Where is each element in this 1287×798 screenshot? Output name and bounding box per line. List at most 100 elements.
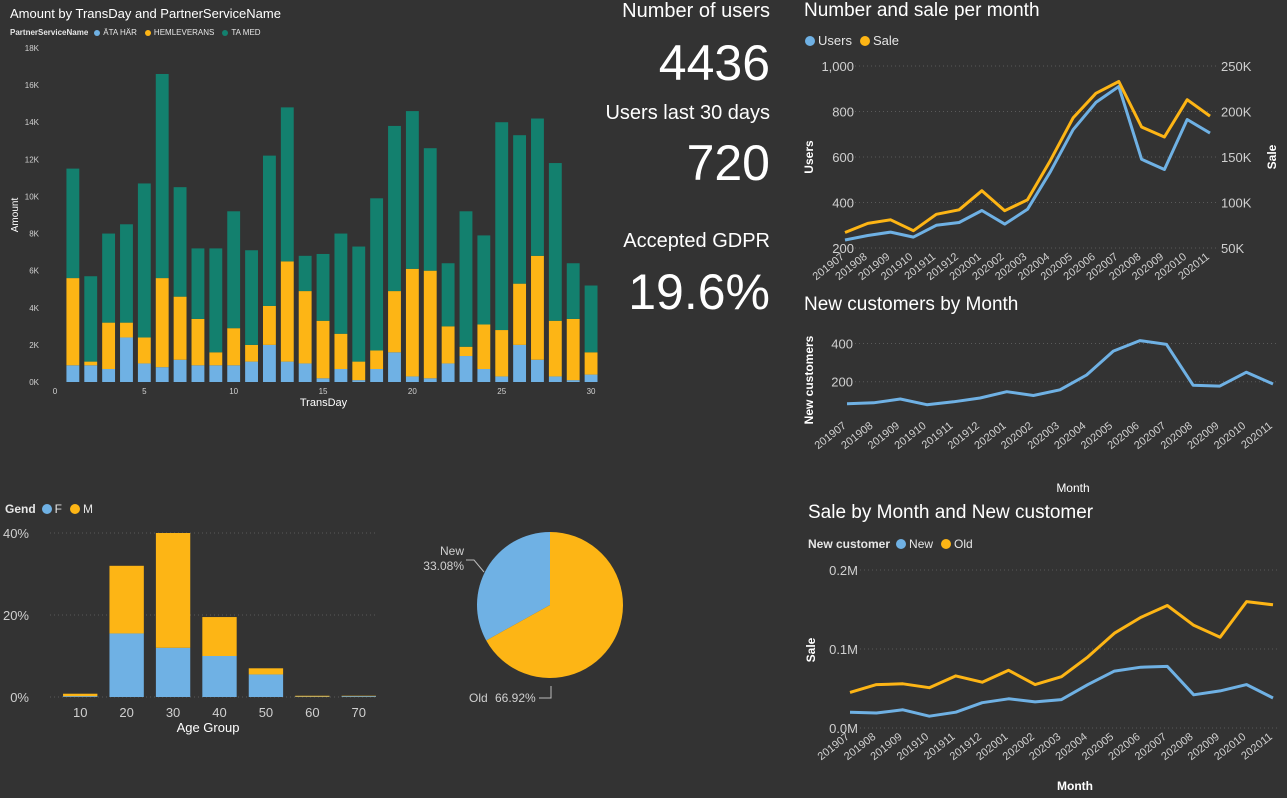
bar-segment <box>191 365 205 382</box>
pie-label-old-value: 66.92% <box>495 691 536 705</box>
legend-item-m[interactable]: M <box>70 502 93 516</box>
bar-segment <box>566 380 580 382</box>
bar-segment <box>370 198 384 351</box>
bar-segment <box>298 363 312 382</box>
y-tick-label: 200 <box>831 375 853 390</box>
bar-segment <box>370 369 384 382</box>
x-tick-label: 0 <box>53 387 58 396</box>
bar-segment <box>262 344 276 382</box>
legend-item-old[interactable]: Old <box>941 537 973 551</box>
legend-item-new[interactable]: New <box>896 537 933 551</box>
x-axis-label: Age Group <box>177 720 240 735</box>
y-tick-label: 20% <box>3 608 29 623</box>
y-tick-label: 800 <box>832 105 854 120</box>
x-tick-label: 10 <box>73 705 87 720</box>
y-tick-label: 0.0M <box>829 721 858 736</box>
legend-label: Old <box>954 537 973 551</box>
bar-segment <box>370 350 384 370</box>
legend-item-hemleverans[interactable]: HEMLEVERANS <box>144 28 215 37</box>
legend-label: Sale <box>872 33 899 48</box>
bar-segment <box>316 378 330 382</box>
bar-segment <box>280 261 294 362</box>
number-and-sale-legend: Users Sale <box>805 33 907 48</box>
bar-segment <box>66 278 80 366</box>
y2-axis-label: Sale <box>1265 144 1279 169</box>
bar-segment <box>102 322 116 370</box>
bar-segment <box>423 378 437 382</box>
bar-segment <box>173 359 187 382</box>
gender-legend: Gend F M <box>5 502 101 516</box>
line-old <box>849 600 1274 694</box>
x-axis-label: Month <box>1056 481 1089 495</box>
y-tick-label: 0.1M <box>829 642 858 657</box>
y-tick-label: 12K <box>25 155 40 164</box>
bar-segment <box>405 268 419 377</box>
y-tick-label: 4K <box>29 304 39 313</box>
legend-label: HEMLEVERANS <box>153 28 215 37</box>
bar-segment <box>459 346 473 357</box>
legend-dot <box>896 539 907 549</box>
bar-segment <box>227 365 241 382</box>
bar-segment <box>209 365 223 382</box>
bar-segment <box>102 369 116 382</box>
y-tick-label: 14K <box>25 118 40 127</box>
bar-segment <box>262 155 276 306</box>
bar-segment <box>513 135 527 284</box>
bar-segment <box>423 270 437 379</box>
number-and-sale-chart: 2004006008001,00050K100K150K200K250K2019… <box>802 59 1279 283</box>
line-sale <box>844 80 1211 234</box>
bar-segment <box>298 255 312 292</box>
legend-item-ata-har[interactable]: ÄTA HÄR <box>94 28 137 37</box>
bar-segment <box>120 224 133 323</box>
users-value: 4436 <box>658 35 770 91</box>
bar-segment <box>191 318 205 366</box>
legend-label: New <box>909 537 934 551</box>
legend-label: TA MED <box>231 28 261 37</box>
line-new <box>849 664 1274 718</box>
bar-segment <box>334 233 348 334</box>
y-tick-label: 600 <box>832 150 854 165</box>
sale-new-customer-panel: Sale by Month and New customer New custo… <box>795 500 1287 798</box>
bar-segment <box>137 363 151 382</box>
bar-segment <box>84 276 98 362</box>
line-users <box>844 85 1211 242</box>
x-tick-label: 5 <box>142 387 147 396</box>
bar-segment <box>227 211 241 329</box>
legend-item-ta-med[interactable]: TA MED <box>222 28 261 37</box>
bar-segment <box>388 291 401 353</box>
bar-segment <box>109 633 144 697</box>
bar-segment <box>248 668 284 675</box>
users-label: Number of users <box>622 0 770 22</box>
bar-segment <box>109 565 144 634</box>
legend-item-sale[interactable]: Sale <box>859 33 899 48</box>
legend-dot <box>70 504 81 514</box>
bar-segment <box>202 617 237 656</box>
kpi-panel: Number of users 4436 Users last 30 days … <box>600 0 770 330</box>
bar-segment <box>352 246 366 362</box>
y-tick-label: 0.2M <box>829 563 858 578</box>
y-axis-label: Sale <box>804 637 818 662</box>
y2-tick-label: 150K <box>1221 150 1252 165</box>
bar-segment <box>548 376 562 382</box>
bar-segment <box>280 361 294 382</box>
pie-label-new-name: New <box>440 544 464 558</box>
y-tick-label: 16K <box>25 81 40 90</box>
x-tick-label: 30 <box>166 705 180 720</box>
users-30-value: 720 <box>686 135 770 191</box>
x-axis-label: TransDay <box>300 397 348 409</box>
x-tick-label: 30 <box>587 387 596 396</box>
x-tick-label: 20 <box>408 387 417 396</box>
y-tick-label: 400 <box>832 196 854 211</box>
x-axis-label: Month <box>1057 779 1093 793</box>
bar-segment <box>248 674 284 697</box>
x-tick-label: 70 <box>352 705 366 720</box>
y-tick-label: 2K <box>29 341 39 350</box>
leader-line-old <box>539 686 552 699</box>
bar-segment <box>531 118 544 256</box>
bar-segment <box>548 163 562 321</box>
legend-item-f[interactable]: F <box>41 502 62 516</box>
pie-label-new-value: 33.08% <box>423 559 464 573</box>
legend-item-users[interactable]: Users <box>805 33 852 48</box>
bar-segment <box>209 352 223 366</box>
